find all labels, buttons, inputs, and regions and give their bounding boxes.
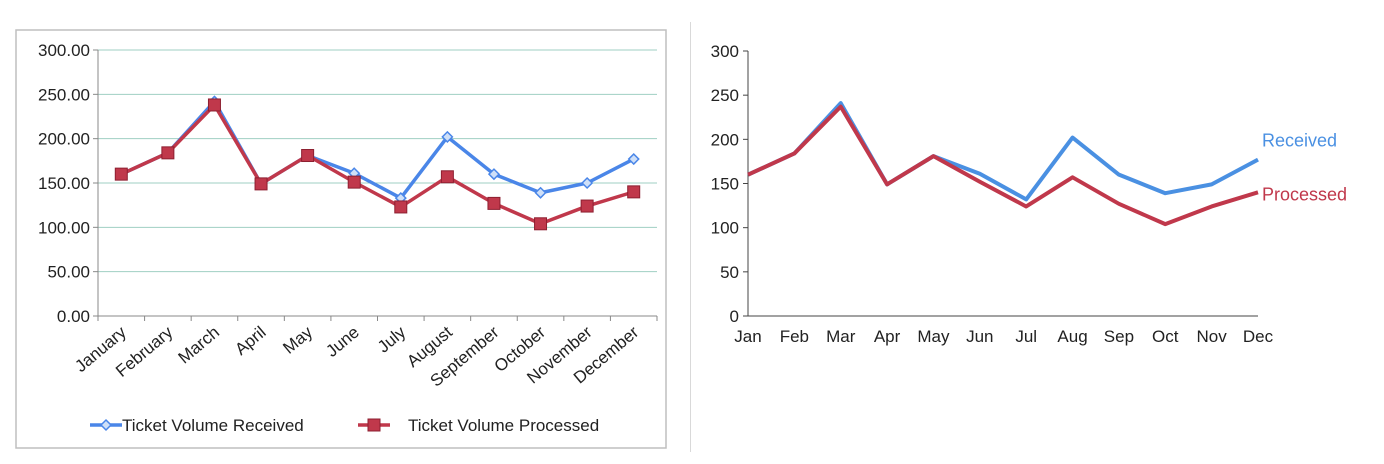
series-line-received <box>120 99 635 200</box>
y-tick-label: 50 <box>720 263 739 282</box>
data-point-received <box>441 130 454 143</box>
y-tick-label: 0 <box>730 307 739 326</box>
data-point-processed <box>394 200 408 214</box>
data-point-processed <box>301 149 315 163</box>
data-point-processed <box>487 196 501 210</box>
data-point-processed <box>440 170 454 184</box>
panel-divider <box>690 22 691 452</box>
x-tick-label: Sep <box>1104 327 1134 346</box>
y-tick-label: 200.00 <box>38 130 90 149</box>
x-tick-label: Feb <box>780 327 809 346</box>
y-tick-label: 100.00 <box>38 218 90 237</box>
y-tick-label: 250.00 <box>38 85 90 104</box>
x-tick-label: May <box>917 327 950 346</box>
direct-label-received: Received <box>1262 131 1337 151</box>
data-point-processed <box>254 177 268 191</box>
series-line-received <box>747 101 1259 202</box>
legend-marker-processed <box>367 418 381 432</box>
ticket-volume-chart: 0.0050.00100.00150.00200.00250.00300.00 … <box>15 29 667 449</box>
y-tick-label: 100 <box>711 219 739 238</box>
series-line-processed <box>747 104 1259 227</box>
data-point-processed <box>161 146 175 160</box>
y-tick-label: 150 <box>711 175 739 194</box>
data-point-received <box>627 152 640 166</box>
data-point-received <box>581 176 594 190</box>
x-tick-label: Jun <box>966 327 993 346</box>
data-point-received <box>487 168 501 181</box>
x-tick-label: Aug <box>1057 327 1087 346</box>
x-tick-label: Jan <box>734 327 761 346</box>
x-tick-label: Jul <box>1015 327 1037 346</box>
data-point-processed <box>347 175 361 189</box>
y-tick-label: 300 <box>711 42 739 61</box>
y-tick-label: 0.00 <box>57 307 90 326</box>
chart-frame <box>15 29 667 449</box>
direct-label-processed: Processed <box>1262 184 1347 204</box>
x-tick-label: Nov <box>1197 327 1228 346</box>
y-tick-label: 50.00 <box>47 263 90 282</box>
legend-marker-received <box>99 418 113 432</box>
data-point-processed <box>207 98 221 112</box>
data-point-processed <box>114 167 128 181</box>
data-point-processed <box>534 217 548 231</box>
x-tick-label: Mar <box>826 327 856 346</box>
data-point-processed <box>580 199 594 213</box>
x-tick-label: Dec <box>1243 327 1274 346</box>
legend-label-received: Ticket Volume Received <box>122 416 304 435</box>
y-tick-label: 200 <box>711 130 739 149</box>
y-tick-label: 250 <box>711 86 739 105</box>
legend-label-processed: Ticket Volume Processed <box>408 416 599 435</box>
data-point-received <box>534 186 547 199</box>
x-tick-label: Apr <box>874 327 901 346</box>
received-processed-chart: 0 50 100 150 200 250 300 Jan Feb Mar Apr May Jun Jul… <box>711 42 1347 346</box>
data-point-processed <box>627 185 641 199</box>
y-tick-label: 300.00 <box>38 41 90 60</box>
y-tick-label: 150.00 <box>38 174 90 193</box>
series-line-processed <box>120 103 635 226</box>
x-tick-label: Oct <box>1152 327 1179 346</box>
